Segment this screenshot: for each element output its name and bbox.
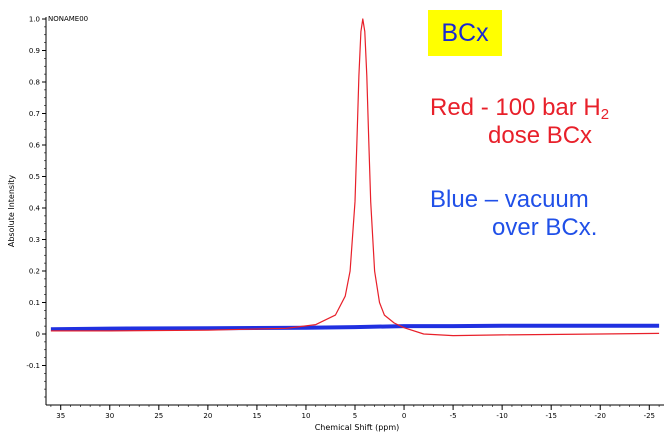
x-tick-label: -15 bbox=[545, 412, 556, 420]
x-axis-title: Chemical Shift (ppm) bbox=[315, 423, 400, 432]
red-annotation-line2: dose BCx bbox=[488, 122, 593, 149]
y-tick-label: 1.0 bbox=[29, 16, 40, 24]
x-tick-label: -25 bbox=[644, 412, 655, 420]
series-layer bbox=[50, 18, 660, 337]
red-series-line bbox=[50, 18, 660, 337]
y-tick-label: 0.7 bbox=[29, 110, 40, 118]
subscript-2: 2 bbox=[600, 106, 610, 123]
x-axis-ticks: 35 30 25 20 15 10 5 0 -5 -10 -15 -20 -25 bbox=[56, 405, 655, 420]
y-tick-label: -0.1 bbox=[26, 362, 40, 370]
blue-series-line bbox=[50, 323, 660, 332]
x-tick-label: 25 bbox=[154, 412, 163, 420]
x-tick-label: 30 bbox=[105, 412, 114, 420]
y-tick-label: 0.6 bbox=[29, 142, 41, 150]
y-tick-label: 0.5 bbox=[29, 173, 40, 181]
x-tick-label: 0 bbox=[402, 412, 406, 420]
blue-series-annotation: Blue – vacuum over BCx. bbox=[430, 186, 597, 242]
x-tick-label: -20 bbox=[595, 412, 606, 420]
y-tick-label: 0.3 bbox=[29, 236, 40, 244]
blue-annotation-line2: over BCx. bbox=[492, 214, 598, 241]
x-tick-label: 35 bbox=[56, 412, 65, 420]
sample-badge-label: BCx bbox=[441, 18, 489, 47]
x-tick-label: 10 bbox=[301, 412, 310, 420]
x-tick-label: 5 bbox=[353, 412, 357, 420]
y-tick-label: 0.2 bbox=[29, 268, 40, 276]
y-tick-label: 0 bbox=[36, 331, 40, 339]
y-tick-label: 0.4 bbox=[29, 205, 41, 213]
red-series-annotation: Red - 100 bar H2 dose BCx bbox=[430, 94, 609, 150]
x-tick-label: 15 bbox=[252, 412, 261, 420]
y-tick-label: 0.1 bbox=[29, 299, 40, 307]
y-axis-title: Absolute Intensity bbox=[7, 175, 16, 248]
x-tick-label: 20 bbox=[203, 412, 212, 420]
blue-annotation-line1: Blue – vacuum bbox=[430, 186, 589, 213]
spectrum-name: NONAME00 bbox=[48, 15, 88, 23]
y-tick-label: 0.9 bbox=[29, 47, 40, 55]
sample-badge: BCx bbox=[428, 10, 502, 56]
x-tick-label: -10 bbox=[496, 412, 507, 420]
x-tick-label: -5 bbox=[450, 412, 457, 420]
y-tick-label: 0.8 bbox=[29, 79, 40, 87]
y-axis-ticks: 1.0 0.9 0.8 0.7 0.6 0.5 0.4 0.3 0.2 0.1 0 -0.1 bbox=[26, 16, 46, 370]
red-annotation-line1: Red - 100 bar H2 bbox=[430, 94, 610, 123]
